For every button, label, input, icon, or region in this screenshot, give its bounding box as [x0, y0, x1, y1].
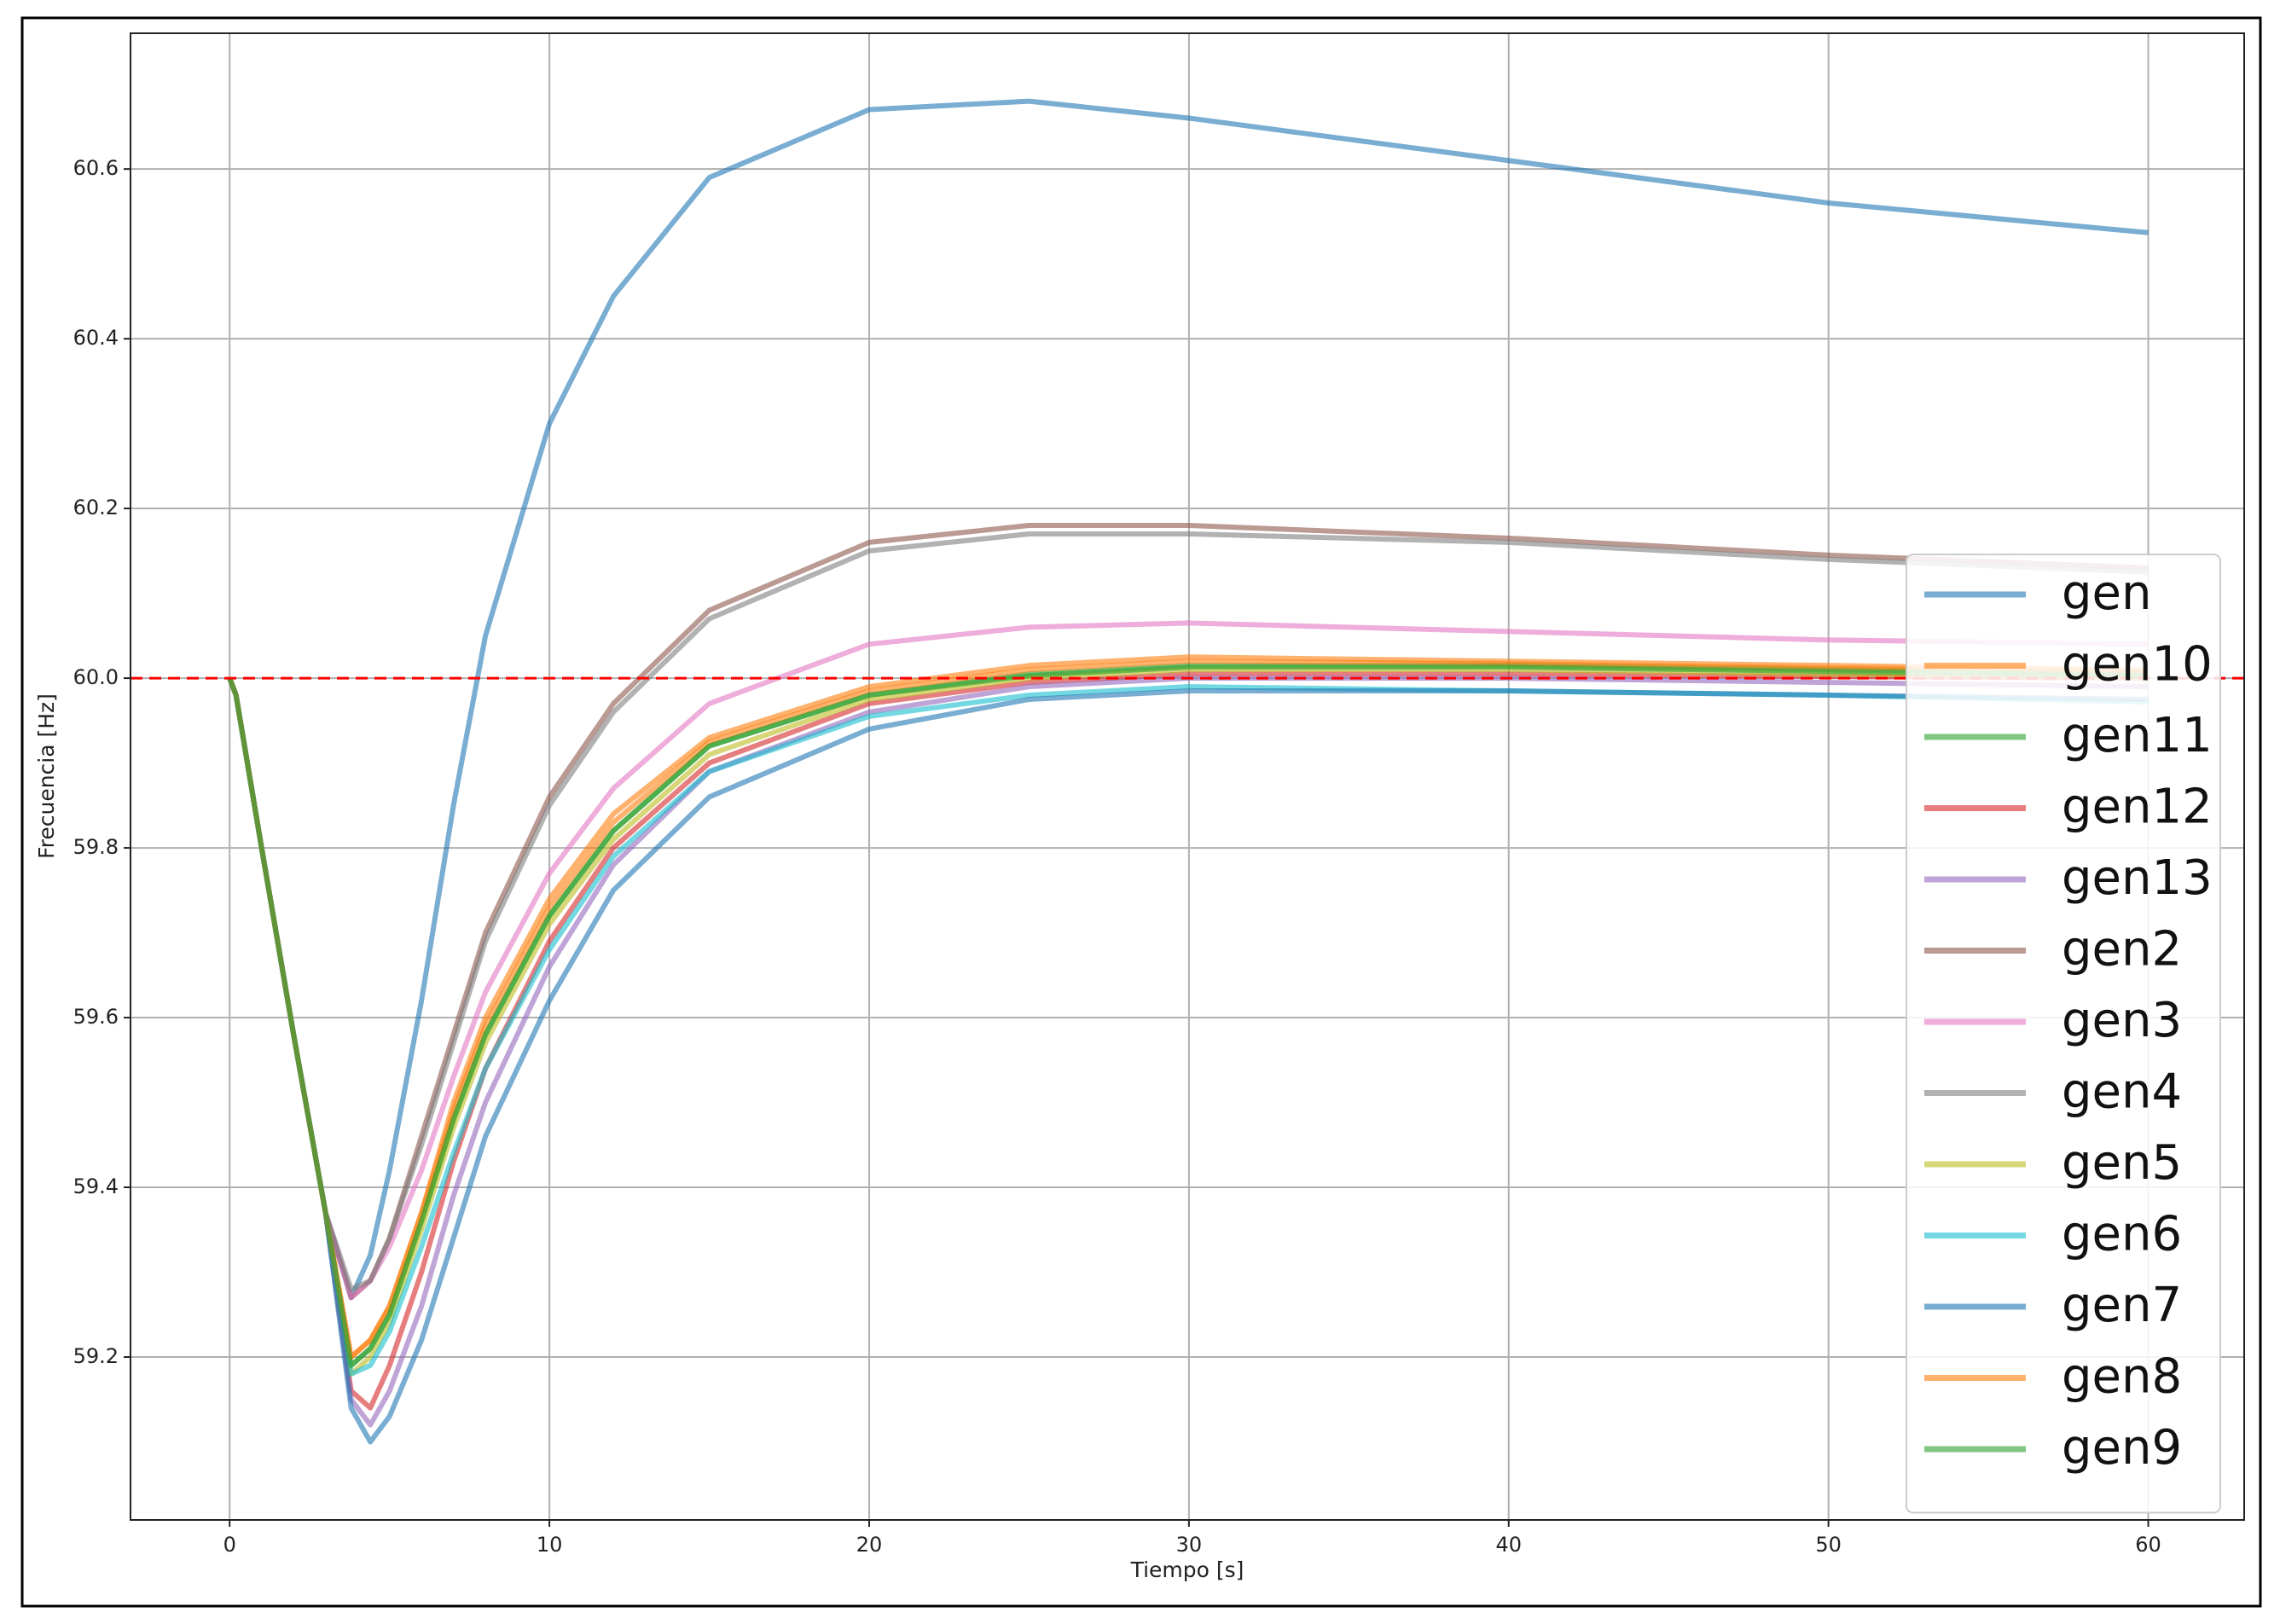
lines [131, 98, 2244, 1445]
x-axis-label: Tiempo [s] [1130, 1557, 1244, 1582]
legend-label: gen8 [2062, 1349, 2182, 1405]
x-tick-label: 40 [1495, 1533, 1522, 1557]
outer-frame [20, 16, 2262, 1608]
x-tick-label: 0 [223, 1533, 236, 1557]
plot-frame [130, 32, 2245, 1521]
legend-label: gen10 [2062, 637, 2213, 693]
legend-label: gen7 [2062, 1278, 2182, 1333]
legend-label: gen13 [2062, 850, 2213, 906]
y-tick-label: 60.6 [73, 156, 119, 180]
legend-label: gen4 [2062, 1064, 2182, 1120]
y-tick-label: 59.2 [73, 1344, 119, 1368]
legend-label: gen6 [2062, 1207, 2182, 1262]
y-tick-label: 59.4 [73, 1174, 119, 1198]
legend: gen gen10 gen11 gen12 gen13 gen2 gen3 gen4 gen5 g… [1906, 554, 2221, 1514]
y-tick-label: 60.2 [73, 496, 119, 519]
y-tick-label: 60.0 [73, 665, 119, 689]
legend-label: gen11 [2062, 708, 2213, 763]
y-tick-label: 59.8 [73, 835, 119, 859]
y-axis-label: Frecuencia [Hz] [34, 693, 59, 859]
x-tick-label: 10 [537, 1533, 563, 1557]
series-line [227, 664, 2149, 1368]
legend-label: gen5 [2062, 1135, 2182, 1191]
legend-box [1906, 554, 2221, 1514]
y-tick-label: 59.6 [73, 1005, 119, 1029]
legend-label: gen [2062, 566, 2152, 621]
x-tick-label: 60 [2135, 1533, 2161, 1557]
legend-label: gen9 [2062, 1420, 2182, 1476]
x-tick-label: 20 [856, 1533, 883, 1557]
legend-label: gen3 [2062, 993, 2182, 1048]
x-tick-label: 50 [1815, 1533, 1842, 1557]
legend-label: gen2 [2062, 922, 2182, 977]
y-tick-label: 60.4 [73, 326, 119, 350]
legend-label: gen12 [2062, 780, 2213, 835]
x-tick-label: 30 [1176, 1533, 1203, 1557]
